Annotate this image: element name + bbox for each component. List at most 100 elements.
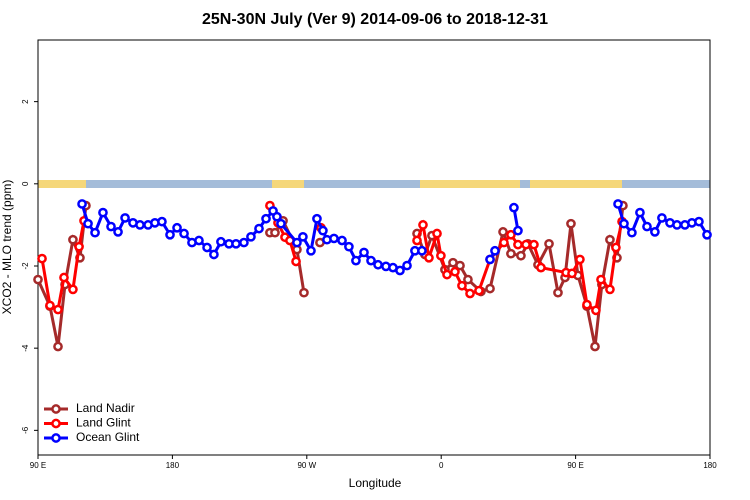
point <box>329 233 339 244</box>
point <box>312 213 322 224</box>
point <box>68 234 78 245</box>
point <box>582 299 592 310</box>
x-tick-label: 90 E <box>30 461 46 470</box>
y-tick-label: 0 <box>21 181 30 186</box>
legend-marker <box>51 404 61 414</box>
point <box>513 225 523 236</box>
point <box>351 255 361 266</box>
legend-marker <box>51 418 61 429</box>
point <box>216 236 226 247</box>
point <box>463 274 473 285</box>
point <box>611 242 621 253</box>
point <box>359 247 369 258</box>
point <box>53 341 63 352</box>
point <box>642 221 652 232</box>
point <box>246 231 256 242</box>
point <box>657 213 667 223</box>
x-tick-label: 90 W <box>297 461 316 470</box>
x-tick-label: 0 <box>439 461 444 470</box>
land-band <box>420 180 520 188</box>
point <box>135 220 145 230</box>
point <box>498 227 508 237</box>
point <box>596 274 606 285</box>
point <box>506 229 516 240</box>
point <box>566 218 576 229</box>
point <box>53 304 63 315</box>
point <box>613 199 623 209</box>
point <box>179 228 189 239</box>
point <box>605 234 615 245</box>
point <box>702 229 712 240</box>
point <box>509 202 519 213</box>
point <box>194 235 204 246</box>
point <box>402 260 412 271</box>
point <box>90 227 100 238</box>
point <box>45 300 55 311</box>
point <box>672 220 682 230</box>
y-tick-label: -2 <box>21 262 30 270</box>
point <box>299 287 309 298</box>
point <box>567 268 577 279</box>
x-axis-label: Longitude <box>349 476 402 490</box>
point <box>442 269 452 280</box>
point <box>254 223 264 234</box>
point <box>113 227 123 237</box>
point <box>627 227 637 238</box>
point <box>344 241 354 252</box>
point <box>485 254 495 265</box>
point <box>172 222 182 233</box>
point <box>157 216 167 227</box>
y-axis-label: XCO2 - MLO trend (ppm) <box>0 180 14 315</box>
point <box>337 235 347 246</box>
point <box>77 199 87 209</box>
point <box>395 265 405 276</box>
point <box>33 274 43 285</box>
point <box>37 253 47 264</box>
point <box>450 266 460 277</box>
y-tick-label: 2 <box>21 99 30 104</box>
point <box>536 262 546 273</box>
land-band <box>272 180 304 188</box>
land-band <box>530 180 622 188</box>
point <box>544 238 554 249</box>
point <box>694 216 704 227</box>
legend-label: Land Glint <box>76 416 131 430</box>
point <box>590 341 600 352</box>
land-band <box>38 180 86 188</box>
y-tick-label: -6 <box>21 426 30 434</box>
point <box>506 248 516 259</box>
point <box>513 239 523 250</box>
ocean-band <box>38 180 710 188</box>
point <box>318 225 328 236</box>
legend-marker <box>51 433 61 443</box>
y-tick-label: -4 <box>21 344 30 352</box>
chart-title: 25N-30N July (Ver 9) 2014-09-06 to 2018-… <box>202 11 548 28</box>
point <box>306 245 316 256</box>
legend-label: Land Nadir <box>76 401 135 415</box>
point <box>239 237 249 248</box>
point <box>272 211 282 222</box>
point <box>59 272 69 283</box>
point <box>465 288 475 299</box>
point <box>209 249 219 260</box>
point <box>231 238 241 249</box>
point <box>553 287 563 298</box>
point <box>261 213 271 224</box>
point <box>106 221 116 232</box>
point <box>418 220 428 230</box>
point <box>490 245 500 256</box>
point <box>436 250 446 261</box>
point <box>619 218 629 229</box>
point <box>529 239 539 250</box>
point <box>485 283 495 294</box>
point <box>292 237 302 248</box>
point <box>635 207 645 218</box>
point <box>516 250 526 261</box>
point <box>521 239 531 250</box>
land-ocean-strip <box>38 180 710 188</box>
point <box>276 218 286 229</box>
series-line <box>36 205 625 347</box>
point <box>68 284 78 295</box>
point <box>366 255 376 266</box>
